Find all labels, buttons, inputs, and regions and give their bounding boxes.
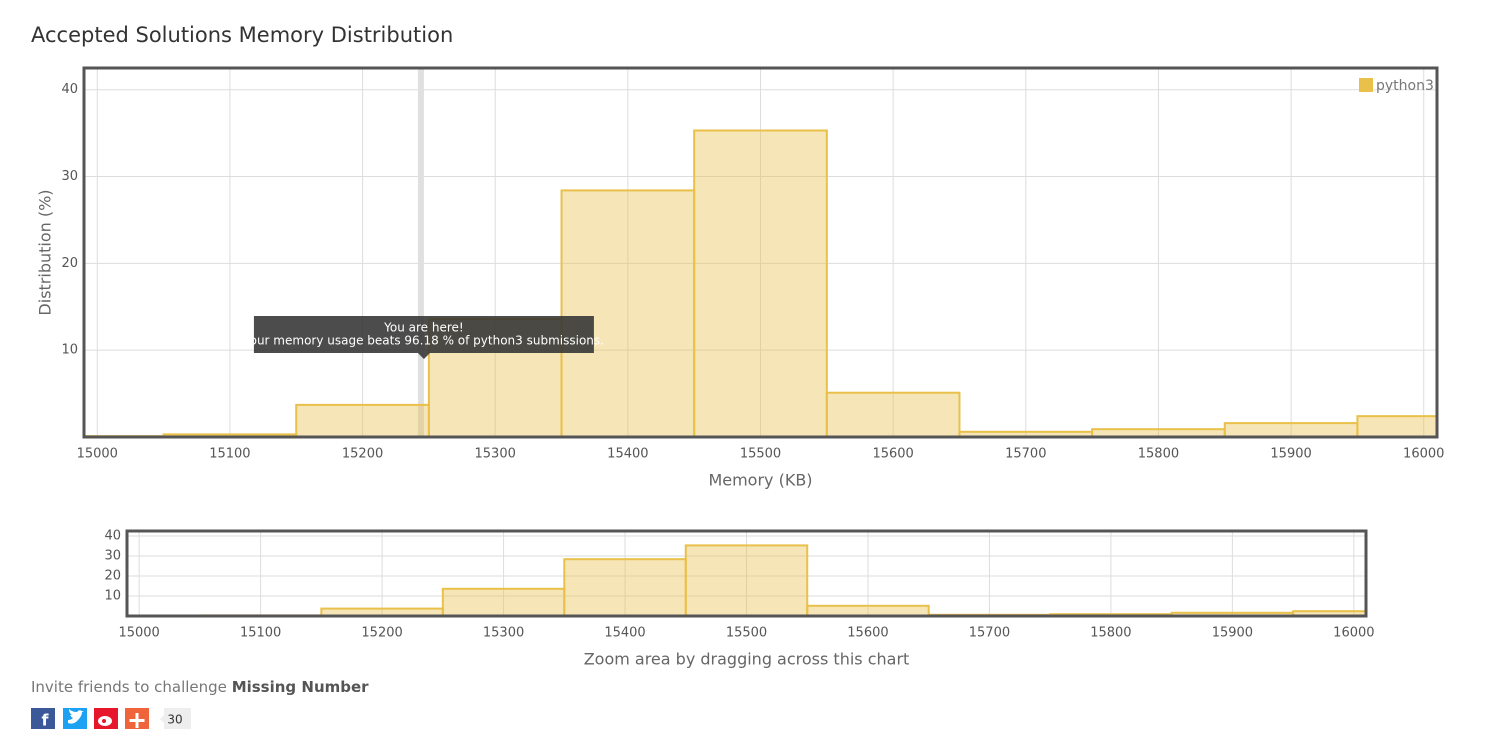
plot-frame	[82, 66, 1439, 439]
x-tick-label: 15800	[1138, 447, 1179, 462]
histogram-bar	[563, 558, 687, 616]
x-tick-label: 15900	[1212, 626, 1253, 641]
x-tick-label: 15400	[604, 626, 645, 641]
histogram-bar	[295, 403, 430, 437]
histogram-bar	[825, 391, 961, 437]
histogram-bar	[1292, 610, 1366, 616]
histogram-bar	[560, 189, 696, 437]
count-bubble	[160, 708, 191, 729]
y-tick-label: 40	[104, 529, 121, 544]
y-tick-label: 20	[61, 256, 78, 271]
histogram-bar	[693, 129, 828, 437]
x-tick-label: 15200	[361, 626, 402, 641]
tooltip-title: You are here!	[383, 321, 464, 335]
position-marker	[417, 68, 424, 437]
facebook-button[interactable]	[31, 708, 55, 729]
problem-name[interactable]: Missing Number	[232, 678, 369, 696]
y-tick-label: 40	[61, 82, 78, 97]
plus-icon	[129, 713, 145, 728]
invite-text: Invite friends to challenge Missing Numb…	[31, 678, 369, 696]
y-tick-label: 10	[61, 343, 78, 358]
chart-1: 15000 15100 15200 15300 15400 15500 15600 15700…	[104, 529, 1374, 669]
x-tick-label: 15100	[209, 447, 250, 462]
histogram-bar	[684, 544, 809, 616]
legend-swatch	[1359, 78, 1373, 92]
weibo-eye	[102, 719, 106, 723]
x-tick-label: 16000	[1333, 626, 1374, 641]
x-tick-label: 15100	[240, 626, 281, 641]
x-tick-label: 15400	[607, 447, 648, 462]
histogram-bar	[1356, 415, 1437, 437]
tooltip-pointer	[417, 353, 430, 359]
y-axis-label: Distribution (%)	[36, 189, 55, 315]
y-tick-label: 20	[104, 569, 121, 584]
bars	[127, 544, 1366, 616]
x-tick-label: 15600	[872, 447, 913, 462]
histogram-bar	[1223, 422, 1359, 437]
x-tick-label: 15200	[342, 447, 383, 462]
x-tick-label: 15500	[726, 626, 767, 641]
twitter-icon	[68, 709, 84, 724]
plot-frame	[125, 529, 1368, 618]
x-tick-label: 15500	[740, 447, 781, 462]
y-tick-label: 10	[104, 589, 121, 604]
x-tick-label: 15800	[1090, 626, 1131, 641]
invite-label: Invite friends to challenge	[31, 678, 227, 696]
x-tick-label: 15000	[118, 626, 159, 641]
x-tick-label: 15000	[77, 447, 118, 462]
tooltip-text: Your memory usage beats 96.18 % of pytho…	[243, 334, 604, 348]
bars	[84, 129, 1437, 437]
share-buttons: f 30	[31, 708, 191, 729]
x-tick-label: 15700	[969, 626, 1010, 641]
x-axis-label: Zoom area by dragging across this chart	[584, 650, 910, 669]
x-tick-label: 15600	[847, 626, 888, 641]
x-tick-label: 15700	[1005, 447, 1046, 462]
x-tick-label: 16000	[1403, 447, 1444, 462]
x-tick-label: 15900	[1270, 447, 1311, 462]
histogram-bar	[806, 604, 930, 616]
x-axis-label: Memory (KB)	[708, 471, 812, 490]
share-count: 30	[167, 713, 182, 727]
x-tick-label: 15300	[475, 447, 516, 462]
x-tick-label: 15300	[483, 626, 524, 641]
y-tick-label: 30	[61, 169, 78, 184]
facebook-icon: f	[42, 711, 50, 729]
legend-label: python3	[1376, 78, 1434, 94]
y-tick-label: 30	[104, 549, 121, 564]
chart-0: 15000 15100 15200 15300 15400 15500 15600 15700…	[36, 66, 1444, 490]
histogram-bar	[441, 587, 566, 616]
page-title: Accepted Solutions Memory Distribution	[31, 23, 453, 47]
tooltip-box	[253, 316, 594, 353]
